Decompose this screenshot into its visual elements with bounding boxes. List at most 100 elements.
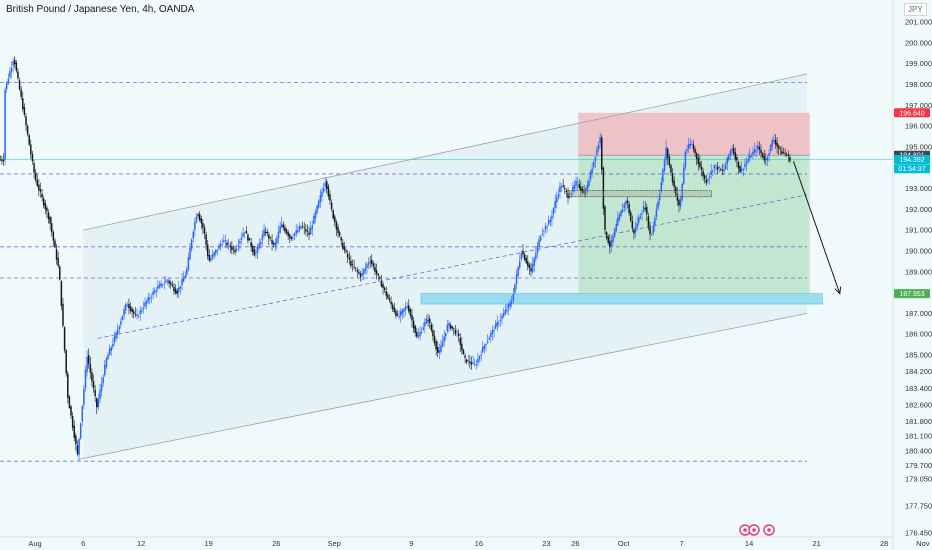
candle-body [147, 297, 149, 302]
candle-body [17, 71, 19, 79]
candle-body [592, 161, 595, 168]
channel-upper-line[interactable] [83, 73, 808, 231]
price-badge [894, 155, 930, 165]
price-tick-label: 189.000 [905, 267, 932, 276]
candle-body [493, 330, 495, 332]
candle-body [161, 284, 164, 286]
candle-body [700, 166, 703, 171]
candle-body [36, 179, 39, 186]
price-badge-text: 194.392 [899, 157, 924, 164]
events-icons[interactable] [739, 524, 775, 536]
candle-body [781, 151, 783, 154]
projection-arrow[interactable] [793, 161, 841, 294]
price-badge [894, 108, 930, 118]
candle-body [443, 336, 445, 342]
candle-body [57, 257, 59, 266]
candle-body [652, 225, 654, 234]
date-tick-label: 6 [81, 539, 85, 548]
candle-body [366, 264, 368, 268]
candle-body [732, 147, 735, 154]
candle-body [663, 160, 666, 171]
price-tick-label: 201.000 [905, 18, 932, 27]
candle-body [362, 270, 365, 275]
candle-body [361, 273, 363, 276]
candle-body [295, 230, 297, 234]
drawings-layer[interactable] [83, 74, 823, 460]
candle-body [441, 341, 444, 347]
candle-body [615, 224, 618, 232]
candle-body [110, 347, 112, 351]
candle-body [46, 207, 48, 212]
candle-body [129, 306, 132, 311]
candle-body [263, 229, 265, 236]
candle-body [42, 198, 45, 206]
candle-body [676, 193, 679, 201]
candle-body [428, 318, 431, 323]
price-axis[interactable]: 201.000 200.000 199.000 198.000 197.000 196.0… [905, 18, 932, 538]
demand-zone[interactable] [420, 293, 823, 305]
candle-body [565, 190, 568, 193]
consolidation-box[interactable] [567, 190, 712, 198]
candle-body [702, 170, 704, 177]
candle-body [501, 315, 503, 319]
candle-body [73, 425, 75, 438]
candle-body [654, 217, 656, 226]
candle-body [744, 164, 746, 168]
price-badge-text: 187.953 [899, 291, 924, 298]
candle-body [306, 230, 309, 232]
candle-body [59, 266, 61, 280]
candle-body [186, 269, 188, 275]
candle-body [541, 233, 544, 235]
candle-body [724, 164, 727, 170]
candle-body [581, 188, 584, 193]
candle-body [430, 324, 433, 331]
candle-body [412, 320, 415, 329]
candle-body [623, 203, 626, 209]
price-tick-label: 182.600 [905, 400, 932, 409]
candle-body [697, 157, 700, 165]
candle-body [715, 165, 717, 167]
candle-body [374, 266, 376, 272]
candle-body [213, 252, 215, 256]
price-tick-label: 192.000 [905, 205, 932, 214]
candle-body [763, 155, 765, 161]
candle-body [689, 143, 691, 147]
candle-body [560, 186, 563, 188]
currency-badge[interactable]: JPY [904, 3, 927, 16]
candle-body [681, 183, 683, 200]
candle-body [345, 250, 347, 252]
candle-body [380, 280, 383, 287]
candle-body [486, 340, 489, 343]
candle-body [520, 253, 523, 260]
time-axis[interactable]: Aug 6 12 19 26 Sep 9 16 23 26 Oct 7 14 21 28 Nov [28, 539, 929, 548]
candle-body [316, 205, 318, 213]
candle-body [440, 345, 442, 352]
candle-body [184, 275, 186, 279]
candle-body [568, 195, 571, 198]
channel-midline[interactable] [97, 194, 808, 339]
candle-body [12, 61, 14, 66]
candle-body [335, 221, 338, 230]
candle-body [282, 224, 285, 228]
candle-body [271, 240, 273, 244]
date-tick-label: 23 [542, 539, 550, 548]
candle-body [210, 258, 212, 261]
candle-body [446, 324, 449, 332]
candle-body [229, 245, 232, 248]
channel-lower-line[interactable] [77, 313, 808, 461]
take-profit-zone[interactable] [578, 155, 810, 294]
candle-body [150, 296, 153, 298]
candle-body [367, 262, 370, 265]
candle-body [684, 151, 687, 168]
candle-body [91, 372, 93, 382]
candle-body [197, 214, 199, 216]
candle-body [401, 309, 404, 314]
overlay-drawings[interactable] [77, 73, 842, 461]
candle-body [462, 349, 465, 355]
candle-body [126, 305, 129, 306]
candle-body [108, 348, 111, 356]
candle-body [187, 257, 190, 270]
candle-body [348, 257, 351, 260]
candle-body [26, 125, 29, 135]
